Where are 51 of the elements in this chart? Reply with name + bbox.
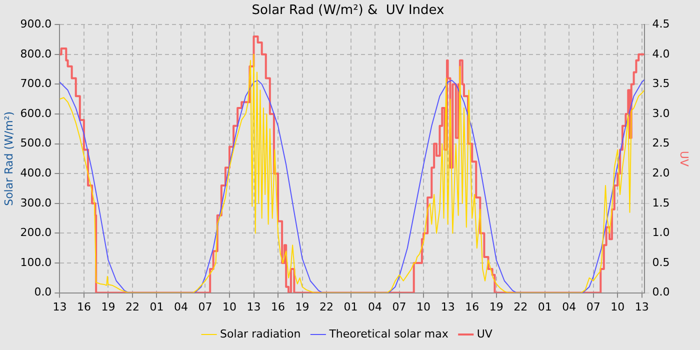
legend-label: UV (476, 327, 493, 340)
x-tick-label: 13 (634, 300, 649, 314)
x-tick-label: 16 (76, 300, 91, 314)
x-tick-label: 10 (222, 300, 236, 314)
y2-tick-label: 1.5 (652, 196, 670, 210)
x-tick-label: 22 (125, 300, 140, 314)
x-tick-label: 10 (416, 300, 431, 314)
x-tick-label: 10 (610, 300, 625, 314)
y-tick-label: 900.0 (20, 17, 52, 30)
x-tick-label: 13 (52, 300, 67, 314)
y2-tick-label: 3.0 (652, 106, 670, 120)
x-tick-label: 07 (392, 300, 406, 314)
chart-title: Solar Rad (W/m²) & UV Index (252, 3, 445, 18)
y-tick-label: 800.0 (20, 47, 52, 60)
y-tick-label: 200.0 (20, 226, 52, 240)
x-tick-label: 04 (368, 300, 382, 314)
x-tick-label: 01 (344, 300, 358, 314)
y-tick-label: 600.0 (20, 106, 52, 120)
x-tick-label: 16 (271, 300, 286, 314)
y-tick-label: 500.0 (20, 136, 52, 150)
y2-tick-label: 0.0 (652, 286, 670, 299)
y-tick-label: 300.0 (20, 196, 52, 210)
y2-tick-label: 0.5 (652, 256, 670, 269)
y-axis-title: Solar Rad (W/m²) (2, 111, 16, 206)
y2-tick-label: 4.0 (652, 47, 670, 60)
x-tick-label: 07 (586, 300, 600, 314)
x-tick-label: 22 (320, 300, 334, 314)
x-tick-label: 19 (295, 300, 310, 314)
x-tick-label: 19 (101, 300, 116, 314)
y-tick-label: 700.0 (20, 77, 52, 90)
y2-axis-title: UV (678, 150, 691, 167)
x-tick-label: 19 (489, 300, 504, 314)
y2-tick-label: 2.5 (652, 136, 670, 150)
legend-label: Solar radiation (220, 327, 301, 340)
x-tick-label: 13 (246, 300, 261, 314)
y2-tick-label: 4.5 (652, 17, 670, 30)
x-tick-label: 01 (150, 300, 164, 314)
y-tick-label: 100.0 (20, 256, 52, 269)
y2-tick-label: 1.0 (652, 226, 670, 240)
y-tick-label: 0.0 (34, 286, 52, 299)
x-tick-label: 04 (174, 300, 188, 314)
y2-tick-label: 3.5 (652, 77, 670, 90)
x-tick-label: 01 (538, 300, 552, 314)
x-tick-label: 04 (562, 300, 576, 314)
y-tick-label: 400.0 (20, 166, 52, 180)
y2-tick-label: 2.0 (652, 166, 670, 180)
x-tick-label: 07 (198, 300, 212, 314)
x-tick-label: 13 (440, 300, 455, 314)
x-tick-label: 22 (514, 300, 528, 314)
legend-label: Theoretical solar max (328, 327, 449, 340)
x-tick-label: 16 (465, 300, 480, 314)
